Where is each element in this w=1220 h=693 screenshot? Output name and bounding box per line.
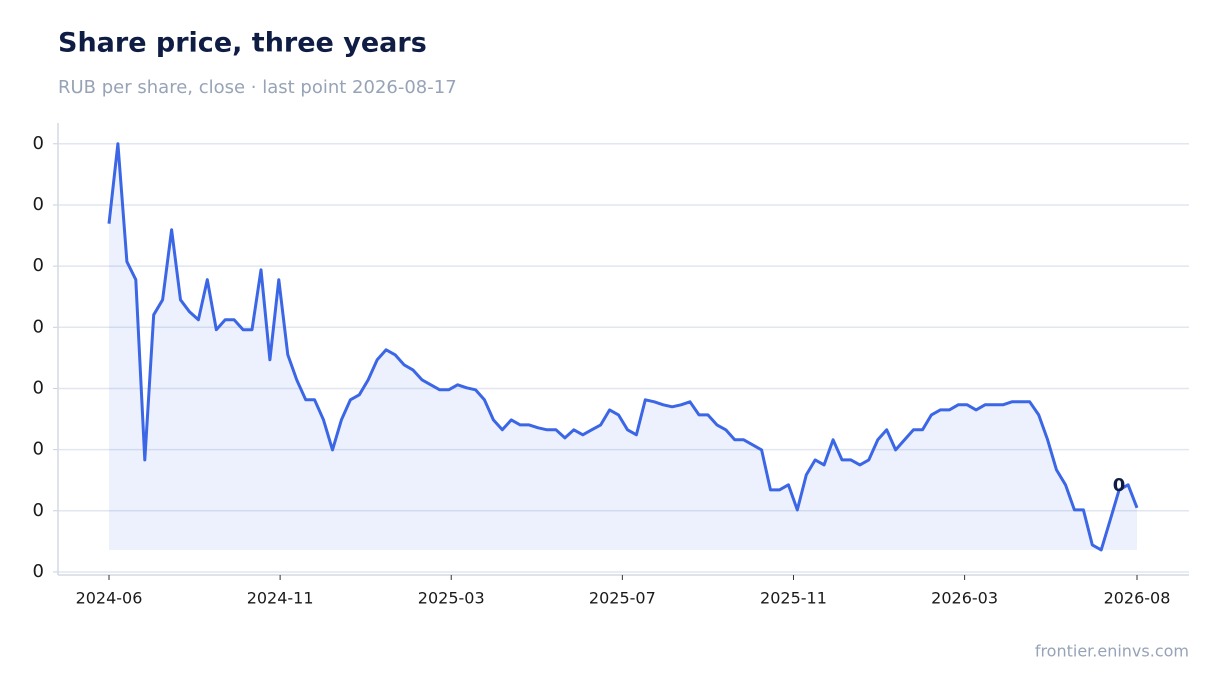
- y-tick-label: 0: [33, 194, 44, 215]
- last-value-label: 0: [1113, 475, 1126, 496]
- source: frontier.eninvs.com: [1035, 642, 1189, 661]
- chart-subtitle: RUB per share, close · last point 2026-0…: [58, 77, 457, 98]
- y-tick-label: 0: [33, 255, 44, 276]
- x-tick-label: 2025-03: [418, 589, 485, 608]
- y-tick-label: 0: [33, 377, 44, 398]
- y-tick-label: 0: [33, 133, 44, 154]
- y-tick-label: 0: [33, 439, 44, 460]
- y-tick-label: 0: [33, 316, 44, 337]
- area: [109, 143, 1137, 550]
- chart-title: Share price, three years: [58, 28, 427, 59]
- line: [107, 142, 1139, 552]
- x-tick-label: 2026-03: [931, 589, 998, 608]
- y-tick-label: 0: [33, 561, 44, 582]
- x-tick-label: 2025-11: [760, 589, 827, 608]
- x-tick-label: 2026-08: [1104, 589, 1171, 608]
- x-tick-label: 2024-06: [76, 589, 143, 608]
- x-tick-label: 2024-11: [247, 589, 314, 608]
- y-tick-label: 0: [33, 500, 44, 521]
- x-tick-label: 2025-07: [589, 589, 656, 608]
